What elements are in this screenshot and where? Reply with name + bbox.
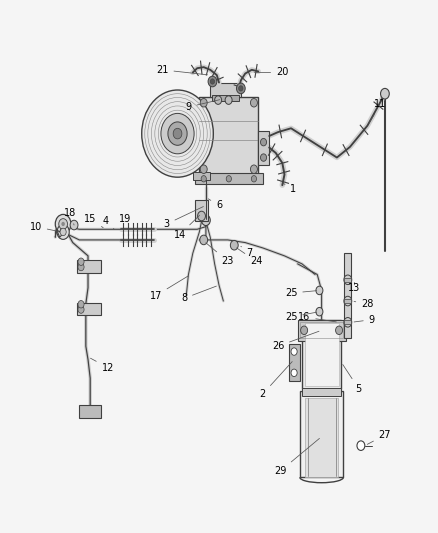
Circle shape [59,219,67,229]
Circle shape [251,175,257,182]
Bar [289,344,300,381]
Circle shape [200,235,208,245]
Bar [258,131,269,165]
Circle shape [344,318,352,327]
Text: 12: 12 [91,358,114,373]
Text: 19: 19 [119,214,136,229]
Circle shape [226,175,231,182]
Circle shape [251,165,258,173]
Text: 18: 18 [64,208,77,225]
Text: 23: 23 [206,243,234,266]
Circle shape [78,306,84,313]
Bar [300,391,343,477]
Circle shape [261,139,267,146]
Circle shape [239,86,243,91]
Circle shape [161,114,194,154]
Circle shape [198,211,205,221]
Circle shape [215,96,222,104]
Circle shape [200,165,207,173]
Circle shape [344,296,352,306]
Text: 11: 11 [369,99,387,123]
Circle shape [291,369,297,376]
Bar [77,260,101,273]
Bar [304,323,339,385]
Bar [195,200,208,221]
Bar [344,253,351,338]
Circle shape [357,441,365,450]
Text: 9: 9 [185,100,220,112]
Circle shape [60,228,66,236]
Bar [305,398,338,477]
Circle shape [55,214,71,233]
Circle shape [316,286,323,295]
Text: 1: 1 [283,183,296,195]
Circle shape [142,90,213,177]
Bar [344,320,351,325]
Text: 25: 25 [285,312,317,322]
Text: 3: 3 [163,207,203,229]
Text: 29: 29 [274,438,319,476]
Text: 17: 17 [149,276,188,301]
Circle shape [78,263,84,271]
Bar [344,299,351,303]
Text: 20: 20 [254,68,289,77]
Bar [300,322,343,338]
Text: 21: 21 [156,65,208,75]
Text: 2: 2 [260,361,292,399]
Bar [212,95,239,101]
Bar [77,303,101,316]
Circle shape [200,99,207,107]
Text: 6: 6 [208,199,222,211]
Text: 7: 7 [241,246,253,258]
Text: 8: 8 [181,286,216,303]
Text: 16: 16 [298,312,336,322]
Text: 14: 14 [173,215,200,240]
Text: 13: 13 [348,282,360,293]
Text: 15: 15 [84,214,103,228]
Text: 5: 5 [343,365,362,394]
Bar [344,278,351,282]
Circle shape [208,76,217,87]
Circle shape [173,128,182,139]
Circle shape [291,348,297,356]
Circle shape [237,83,245,94]
Circle shape [70,220,78,230]
Circle shape [57,224,69,239]
Circle shape [168,122,187,146]
Bar [297,320,346,341]
Text: 28: 28 [354,298,374,309]
Circle shape [344,275,352,285]
Circle shape [201,175,206,182]
Circle shape [300,326,307,335]
Bar [210,83,241,98]
Bar [195,173,263,184]
Text: 26: 26 [272,331,319,351]
Circle shape [201,215,210,225]
Circle shape [261,154,267,161]
Circle shape [381,88,389,99]
Text: 4: 4 [102,216,114,229]
Circle shape [78,258,84,265]
Text: 27: 27 [367,430,391,445]
Circle shape [230,240,238,250]
Circle shape [251,99,258,107]
Text: 24: 24 [237,248,262,266]
Text: 9: 9 [354,314,375,325]
Circle shape [225,96,232,104]
Bar [199,98,258,174]
Text: 25: 25 [285,288,317,298]
Bar [302,320,341,389]
Circle shape [336,326,343,335]
Bar [193,172,210,180]
Circle shape [210,79,215,84]
Bar [79,405,101,418]
Circle shape [316,308,323,316]
Circle shape [78,301,84,308]
Bar [302,388,341,396]
Text: 10: 10 [29,222,58,232]
Circle shape [61,222,65,226]
